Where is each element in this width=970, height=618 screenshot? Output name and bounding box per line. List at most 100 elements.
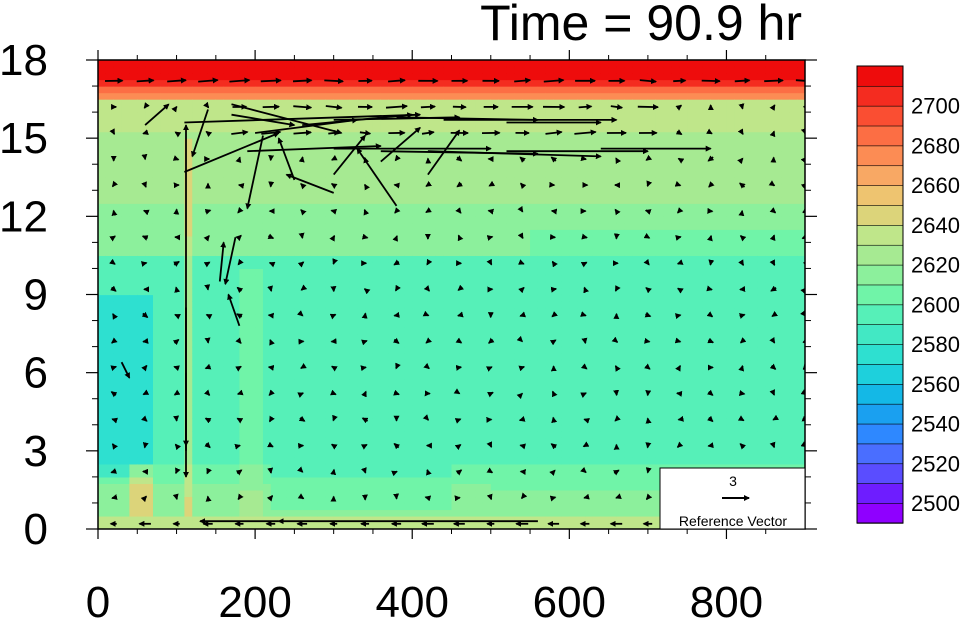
field-cell: [600, 424, 610, 432]
field-cell: [333, 366, 343, 374]
field-cell: [247, 73, 256, 81]
field-cell: [592, 470, 602, 478]
field-cell: [585, 144, 594, 152]
field-cell: [341, 216, 350, 224]
field-cell: [537, 320, 547, 328]
field-cell: [215, 385, 225, 393]
field-cell: [553, 496, 563, 504]
field-cell: [317, 457, 327, 465]
field-cell: [349, 366, 358, 374]
field-cell: [482, 463, 492, 471]
field-cell: [404, 502, 413, 511]
field-cell: [616, 255, 625, 263]
field-cell: [388, 274, 398, 283]
field-cell: [608, 112, 618, 120]
field-cell: [365, 463, 374, 471]
field-cell: [380, 157, 390, 165]
field-cell: [192, 255, 201, 263]
field-cell: [294, 346, 303, 354]
field-cell: [522, 457, 531, 465]
field-cell: [459, 261, 468, 270]
field-cell: [577, 405, 586, 413]
field-cell: [459, 502, 468, 511]
field-cell: [585, 437, 594, 445]
field-cell: [215, 398, 225, 406]
field-cell: [365, 372, 374, 380]
field-cell: [192, 346, 201, 354]
field-cell: [105, 268, 115, 276]
field-cell: [537, 457, 547, 465]
field-cell: [537, 164, 547, 172]
contour-field: [98, 60, 805, 529]
field-cell: [192, 235, 201, 243]
field-cell: [200, 463, 209, 471]
field-cell: [192, 372, 201, 380]
field-cell: [490, 216, 500, 224]
field-cell: [278, 385, 288, 393]
field-cell: [616, 307, 625, 315]
field-cell: [160, 340, 170, 348]
field-cell: [223, 522, 233, 529]
field-cell: [239, 157, 248, 165]
field-cell: [561, 379, 570, 387]
field-cell: [640, 496, 649, 504]
field-cell: [349, 274, 358, 283]
field-cell: [247, 489, 256, 498]
field-cell: [475, 392, 484, 400]
field-cell: [427, 281, 437, 289]
field-cell: [270, 398, 280, 406]
field-cell: [365, 489, 374, 498]
field-cell: [168, 209, 178, 217]
field-cell: [514, 392, 523, 400]
field-cell: [239, 483, 248, 491]
field-cell: [310, 502, 319, 511]
field-cell: [215, 353, 225, 361]
field-cell: [616, 99, 625, 107]
field-cell: [372, 450, 382, 458]
field-cell: [506, 99, 515, 107]
field-cell: [530, 255, 539, 263]
field-cell: [223, 138, 233, 146]
field-cell: [372, 86, 382, 94]
field-cell: [325, 131, 335, 139]
field-cell: [160, 216, 170, 224]
field-cell: [317, 450, 327, 458]
field-cell: [459, 73, 468, 81]
field-cell: [530, 60, 539, 68]
field-cell: [325, 301, 335, 309]
field-cell: [365, 418, 374, 426]
field-cell: [616, 496, 625, 504]
field-cell: [192, 92, 201, 100]
field-cell: [585, 248, 594, 257]
field-cell: [522, 99, 531, 107]
field-cell: [569, 73, 578, 81]
field-cell: [372, 307, 382, 315]
field-cell: [121, 229, 131, 237]
field-cell: [176, 125, 186, 133]
field-cell: [98, 177, 107, 185]
field-cell: [372, 405, 382, 413]
field-cell: [427, 327, 437, 335]
field-cell: [608, 398, 618, 406]
field-cell: [168, 177, 178, 185]
field-cell: [632, 294, 641, 302]
field-cell: [294, 385, 303, 393]
field-cell: [592, 346, 602, 354]
field-cell: [98, 92, 107, 100]
field-cell: [215, 164, 225, 172]
field-cell: [490, 157, 500, 165]
field-cell: [294, 229, 303, 237]
field-cell: [310, 392, 319, 400]
field-cell: [207, 92, 217, 100]
field-cell: [200, 105, 209, 113]
field-cell: [561, 385, 570, 393]
field-cell: [482, 411, 492, 419]
field-cell: [223, 320, 233, 328]
field-cell: [192, 144, 201, 152]
field-cell: [137, 151, 146, 159]
field-cell: [98, 209, 107, 217]
field-cell: [537, 502, 547, 511]
field-cell: [616, 398, 625, 406]
field-cell: [443, 359, 453, 367]
field-cell: [192, 157, 201, 165]
